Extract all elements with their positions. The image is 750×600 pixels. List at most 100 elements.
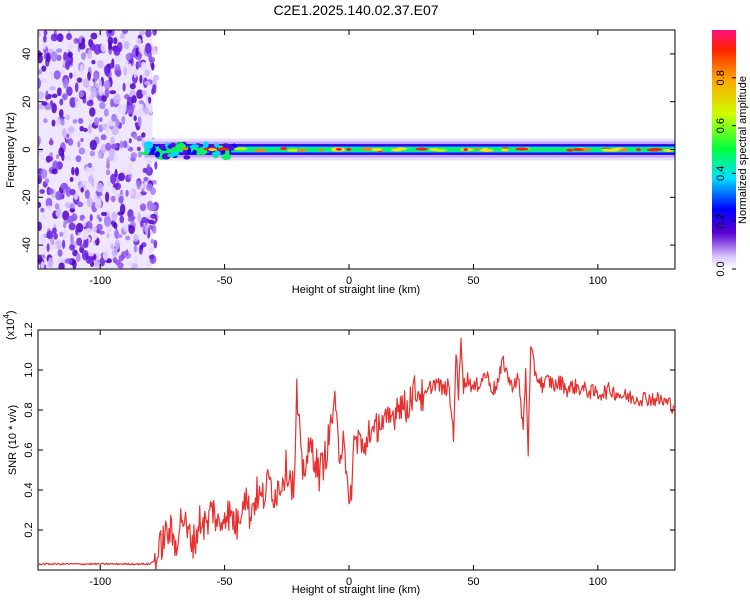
noise-speckle xyxy=(137,212,142,224)
colorbar-ticks: 0.0 0.2 0.4 0.6 0.8 xyxy=(715,70,736,277)
noise-speckle xyxy=(49,86,56,91)
noise-speckle xyxy=(69,176,74,183)
noise-speckle xyxy=(133,133,138,140)
noise-speckle xyxy=(41,65,47,72)
noise-speckle xyxy=(56,48,63,53)
noise-speckle xyxy=(38,174,43,185)
noise-speckle xyxy=(111,125,119,136)
noise-speckle xyxy=(151,62,155,71)
noise-speckle xyxy=(136,180,141,190)
noise-speckle xyxy=(80,187,84,193)
noise-speckle xyxy=(79,64,84,75)
noise-speckle xyxy=(40,261,45,269)
noise-speckle xyxy=(75,226,79,236)
noise-speckle xyxy=(97,95,102,100)
noise-speckle xyxy=(125,235,131,241)
noise-speckle xyxy=(69,244,76,251)
noise-speckle xyxy=(98,30,104,38)
noise-speckle xyxy=(109,90,117,95)
noise-speckle xyxy=(135,47,139,57)
noise-speckle xyxy=(59,68,65,75)
noise-speckle xyxy=(40,168,48,179)
signal-peak xyxy=(515,147,529,151)
noise-speckle xyxy=(66,133,70,138)
colorbar-tick-label: 0.0 xyxy=(715,261,727,276)
noise-speckle xyxy=(46,230,54,240)
noise-speckle xyxy=(56,257,64,265)
noise-speckle xyxy=(92,233,98,241)
svg-text:(x104): (x104) xyxy=(2,310,17,340)
noise-speckle xyxy=(70,233,74,245)
noise-speckle xyxy=(50,243,58,250)
noise-speckle xyxy=(88,119,94,124)
noise-speckle xyxy=(131,95,137,104)
noise-speckle xyxy=(67,126,75,134)
signal-peak xyxy=(346,147,352,151)
noise-speckle xyxy=(45,205,52,212)
noise-speckle xyxy=(45,52,51,63)
noise-speckle xyxy=(104,65,110,77)
noise-speckle xyxy=(38,91,45,100)
signal-peak xyxy=(607,148,619,152)
noise-speckle xyxy=(43,233,47,238)
noise-speckle xyxy=(75,253,81,262)
noise-speckle xyxy=(40,155,44,161)
signal-blob xyxy=(211,151,222,156)
noise-speckle xyxy=(151,88,155,95)
noise-speckle xyxy=(128,225,135,235)
y-tick-label: 0.4 xyxy=(23,482,35,497)
noise-speckle xyxy=(69,208,76,213)
noise-speckle xyxy=(144,80,151,86)
colorbar-tick-label: 0.8 xyxy=(715,70,727,85)
noise-speckle xyxy=(55,209,61,217)
noise-speckle xyxy=(125,249,129,257)
noise-speckle xyxy=(139,30,146,36)
signal-peak xyxy=(433,148,448,152)
noise-speckle xyxy=(76,237,83,246)
noise-speckle xyxy=(89,107,96,117)
signal-blob xyxy=(158,144,166,150)
noise-speckle xyxy=(87,123,93,134)
noise-speckle xyxy=(139,191,147,196)
noise-speckle xyxy=(52,160,59,171)
noise-speckle xyxy=(104,215,112,227)
noise-speckle xyxy=(79,246,85,254)
signal-band-layer xyxy=(144,147,675,152)
noise-speckle xyxy=(123,66,127,76)
signal-peak xyxy=(208,148,217,152)
signal-blob xyxy=(221,153,232,161)
noise-speckle xyxy=(140,61,147,72)
noise-speckle xyxy=(38,135,41,146)
noise-speckle xyxy=(139,74,143,84)
signal-blob xyxy=(182,149,188,155)
signal-blob xyxy=(183,155,191,160)
scale-factor-base: (x10 xyxy=(5,319,17,340)
noise-speckle xyxy=(129,215,136,220)
heatmap-y-axis: -40 -20 0 20 40 xyxy=(21,48,675,253)
x-tick-label: 50 xyxy=(467,576,479,588)
noise-speckle xyxy=(78,117,84,125)
snr-y-axis: 0.2 0.4 0.6 0.8 1.0 1.2 xyxy=(23,322,675,538)
signal-blob xyxy=(140,151,150,155)
noise-speckle xyxy=(100,134,107,141)
noise-speckle xyxy=(56,54,62,62)
noise-speckle xyxy=(41,214,46,220)
noise-speckle xyxy=(149,105,153,115)
x-tick-label: -50 xyxy=(217,576,233,588)
noise-speckle xyxy=(84,189,90,200)
noise-speckle xyxy=(151,45,157,55)
noise-speckle xyxy=(47,257,54,269)
noise-speckle xyxy=(68,43,74,50)
colorbar-tick-label: 0.2 xyxy=(715,214,727,229)
noise-speckle xyxy=(147,219,155,225)
noise-speckle xyxy=(138,60,142,68)
noise-speckle xyxy=(81,179,88,186)
signal-peak xyxy=(287,148,299,152)
noise-speckle xyxy=(100,43,107,52)
noise-speckle xyxy=(101,95,107,102)
noise-speckle xyxy=(87,162,93,168)
noise-speckle xyxy=(96,191,103,197)
noise-speckle xyxy=(43,118,48,124)
noise-speckle xyxy=(51,168,58,175)
noise-speckle xyxy=(39,246,45,252)
